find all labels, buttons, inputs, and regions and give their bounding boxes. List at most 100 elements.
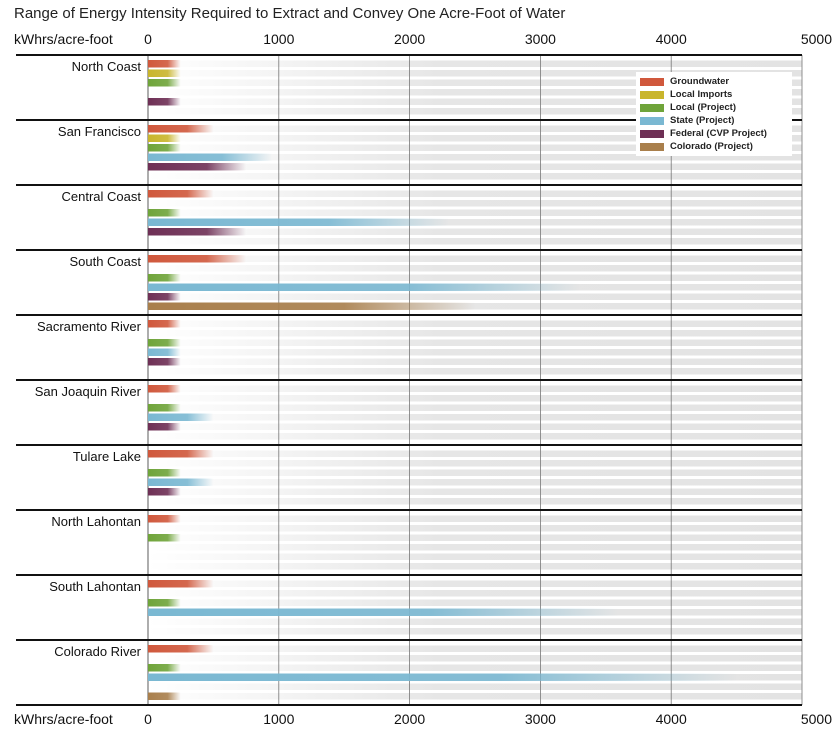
tick-label-top: 2000 — [394, 31, 425, 47]
background-stripe — [148, 563, 802, 570]
background-stripe — [148, 395, 802, 402]
legend-swatch — [640, 129, 664, 138]
axis-tick-labels: kWhrs/acre-foot 0 1000 2000 3000 4000 5000 kWhr… — [14, 31, 832, 727]
background-stripe — [148, 385, 802, 392]
background-stripe — [148, 274, 802, 281]
background-stripe — [148, 163, 802, 170]
legend-item: Groundwater — [640, 75, 788, 88]
tick-label-bottom: 4000 — [656, 711, 687, 727]
tick-label-bottom: 2000 — [394, 711, 425, 727]
legend-item: Federal (CVP Project) — [640, 127, 788, 140]
legend: Groundwater Local Imports Local (Project) S… — [636, 72, 792, 156]
background-stripe — [148, 135, 802, 142]
background-stripe — [148, 488, 802, 495]
background-stripe — [148, 154, 802, 161]
background-stripe — [148, 479, 802, 486]
bar-colorado-project — [148, 692, 181, 700]
region-label: Colorado River — [54, 644, 141, 659]
bar-groundwater — [148, 450, 214, 458]
tick-label-top: 1000 — [263, 31, 294, 47]
background-stripes — [148, 60, 802, 700]
background-stripe — [148, 515, 802, 522]
legend-item: State (Project) — [640, 114, 788, 127]
bar-local-project — [148, 144, 181, 152]
legend-item: Colorado (Project) — [640, 140, 788, 153]
bar-local-project — [148, 534, 181, 542]
bar-local-project — [148, 664, 181, 672]
tick-label-top: 5000 — [801, 31, 832, 47]
background-stripe — [148, 144, 802, 151]
bar-state-project — [148, 283, 580, 291]
bar-state-project — [148, 608, 619, 616]
legend-label: State (Project) — [670, 115, 735, 126]
region-separators — [16, 54, 802, 706]
bar-groundwater — [148, 60, 181, 68]
background-stripe — [148, 70, 802, 77]
bar-groundwater — [148, 515, 181, 523]
bar-state-project — [148, 348, 181, 356]
region-label: Central Coast — [62, 189, 142, 204]
tick-label-top: 4000 — [656, 31, 687, 47]
region-label: San Joaquin River — [35, 384, 142, 399]
bar-local-project — [148, 404, 181, 412]
legend-item: Local (Project) — [640, 101, 788, 114]
background-stripe — [148, 450, 802, 457]
bar-local-project — [148, 274, 181, 282]
unit-label-bottom: kWhrs/acre-foot — [14, 711, 113, 727]
background-stripe — [148, 209, 802, 216]
region-label: North Coast — [72, 59, 142, 74]
bar-groundwater — [148, 385, 181, 393]
bar-federal-cvp-project — [148, 293, 181, 301]
background-stripe — [148, 349, 802, 356]
bar-federal-cvp-project — [148, 98, 181, 106]
background-stripe — [148, 108, 802, 115]
background-stripe — [148, 219, 802, 226]
legend-label: Groundwater — [670, 76, 730, 87]
legend-swatch — [640, 142, 664, 151]
bar-federal-cvp-project — [148, 358, 181, 366]
tick-label-bottom: 1000 — [263, 711, 294, 727]
background-stripe — [148, 534, 802, 541]
bar-local-project — [148, 469, 181, 477]
bar-local-project — [148, 339, 181, 347]
legend-swatch — [640, 116, 664, 125]
legend-swatch — [640, 90, 664, 99]
background-stripe — [148, 60, 802, 67]
legend-swatch — [640, 77, 664, 86]
bar-local-project — [148, 599, 181, 607]
background-stripe — [148, 228, 802, 235]
region-label: South Lahontan — [49, 579, 141, 594]
region-label: South Coast — [69, 254, 141, 269]
bar-colorado-project — [148, 302, 475, 310]
tick-label-bottom: 5000 — [801, 711, 832, 727]
background-stripe — [148, 628, 802, 635]
region-label: Sacramento River — [37, 319, 142, 334]
background-stripe — [148, 79, 802, 86]
background-stripe — [148, 190, 802, 197]
background-stripe — [148, 553, 802, 560]
bar-state-project — [148, 478, 214, 486]
bar-groundwater — [148, 190, 214, 198]
bar-local-imports — [148, 134, 181, 142]
background-stripe — [148, 544, 802, 551]
legend-item: Local Imports — [640, 88, 788, 101]
background-stripe — [148, 683, 802, 690]
legend-label: Local Imports — [670, 89, 733, 100]
bar-federal-cvp-project — [148, 488, 181, 496]
tick-label-top: 0 — [144, 31, 152, 47]
background-stripe — [148, 580, 802, 587]
background-stripe — [148, 664, 802, 671]
background-stripe — [148, 469, 802, 476]
bar-local-project — [148, 209, 181, 217]
bar-federal-cvp-project — [148, 163, 247, 171]
bar-groundwater — [148, 645, 214, 653]
legend-label: Federal (CVP Project) — [670, 128, 767, 139]
tick-label-bottom: 3000 — [525, 711, 556, 727]
background-stripe — [148, 330, 802, 337]
background-stripe — [148, 404, 802, 411]
legend-label: Colorado (Project) — [670, 141, 753, 152]
legend-label: Local (Project) — [670, 102, 736, 113]
bar-federal-cvp-project — [148, 423, 181, 431]
bar-local-imports — [148, 69, 181, 77]
